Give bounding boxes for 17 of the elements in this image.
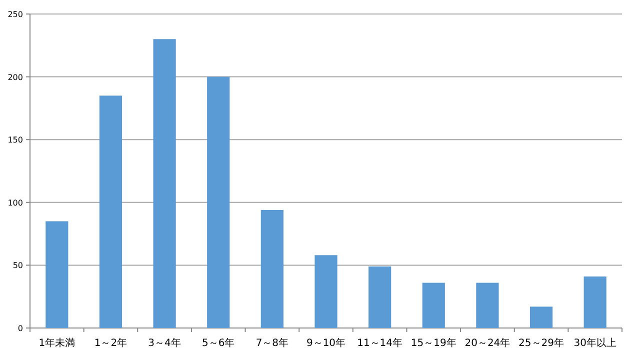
x-tick-label: 20～24年 bbox=[464, 337, 510, 349]
x-tick-label: 3～4年 bbox=[148, 337, 181, 349]
x-tick-label: 1～2年 bbox=[94, 337, 128, 349]
x-tick-label: 1年未満 bbox=[38, 337, 76, 349]
y-tick-label: 100 bbox=[8, 198, 23, 208]
x-tick-label: 11～14年 bbox=[357, 337, 403, 349]
x-tick-label: 7～8年 bbox=[256, 337, 289, 349]
y-tick-label: 0 bbox=[18, 324, 23, 333]
x-tick-label: 9～10年 bbox=[306, 337, 346, 349]
y-tick-label: 250 bbox=[8, 10, 23, 19]
x-tick-label: 5～6年 bbox=[202, 337, 235, 349]
y-tick-label: 50 bbox=[12, 261, 23, 270]
y-tick-label: 200 bbox=[8, 72, 23, 82]
x-tick-label: 25～29年 bbox=[518, 337, 564, 349]
x-tick-label: 30年以上 bbox=[574, 337, 616, 349]
y-tick-label: 150 bbox=[8, 136, 23, 145]
x-tick-label: 15～19年 bbox=[410, 337, 456, 349]
